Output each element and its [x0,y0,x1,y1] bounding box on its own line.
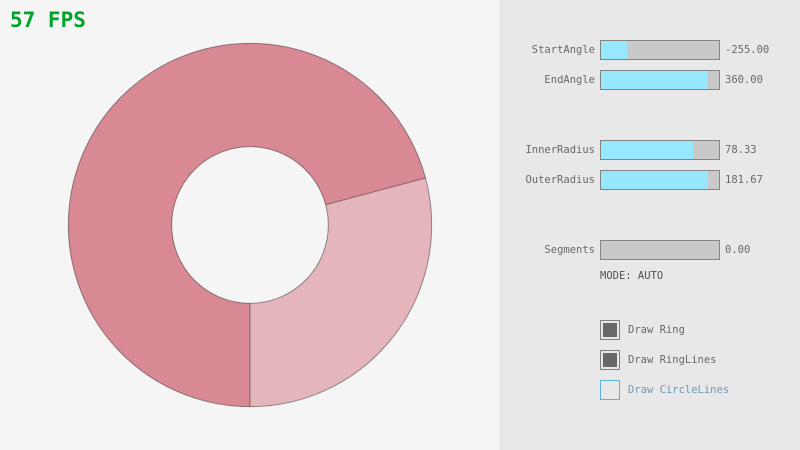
slider-label: OuterRadius [525,174,595,186]
slider-fill [601,141,693,159]
checkbox-check-mark [603,353,617,367]
slider-bar-endangle[interactable] [600,70,720,90]
ring-radial-line [325,177,426,206]
slider-row-startangle: StartAngle -255.00 [501,40,800,60]
checkbox-label: Draw RingLines [628,354,717,366]
slider-row-endangle: EndAngle 360.00 [501,70,800,90]
slider-value: 0.00 [725,244,751,256]
checkbox-row-draw-ringlines: Draw RingLines [501,350,800,370]
slider-bar-innerradius[interactable] [600,140,720,160]
slider-value: 78.33 [725,144,757,156]
slider-label: Segments [544,244,595,256]
checkbox-row-draw-circlelines: Draw CircleLines [501,380,800,400]
slider-row-outerradius: OuterRadius 181.67 [501,170,800,190]
slider-fill [601,71,707,89]
slider-row-segments: Segments 0.00 [501,240,800,260]
slider-value: 181.67 [725,174,763,186]
controls-panel: StartAngle -255.00 EndAngle 360.00 InnerRadi… [500,0,800,450]
slider-fill [601,41,627,59]
fps-counter: 57 FPS [10,8,86,32]
slider-label: StartAngle [531,44,595,56]
ring-sector-light [250,177,432,407]
slider-bar-segments[interactable] [600,240,720,260]
checkbox-row-draw-ring: Draw Ring [501,320,800,340]
slider-label: EndAngle [544,74,595,86]
checkbox-label: Draw CircleLines [628,384,730,396]
slider-row-innerradius: InnerRadius 78.33 [501,140,800,160]
slider-label: InnerRadius [525,144,595,156]
checkbox-label: Draw Ring [628,324,685,336]
ring-inner-outline [171,146,329,304]
ring-outer-outline [67,42,433,408]
checkbox-draw-ringlines[interactable] [600,350,620,370]
ring-sector-dark [68,43,426,407]
checkbox-draw-ring[interactable] [600,320,620,340]
ring-canvas [67,42,433,408]
mode-label: MODE: AUTO [600,270,664,282]
slider-value: -255.00 [725,44,770,56]
slider-fill [601,171,708,189]
checkbox-check-mark [603,323,617,337]
slider-bar-outerradius[interactable] [600,170,720,190]
checkbox-draw-circlelines[interactable] [600,380,620,400]
slider-bar-startangle[interactable] [600,40,720,60]
slider-value: 360.00 [725,74,763,86]
